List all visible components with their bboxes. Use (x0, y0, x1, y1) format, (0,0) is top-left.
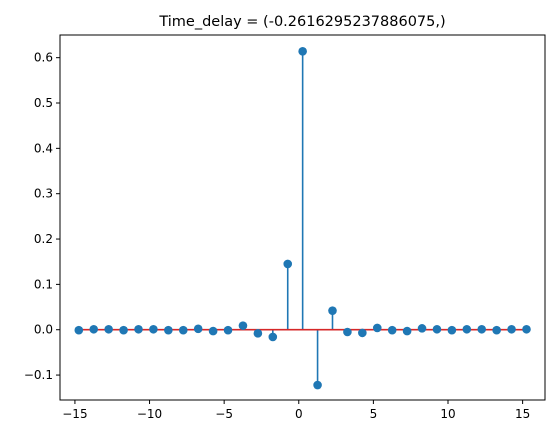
stem-marker (149, 324, 158, 334)
stem-marker (223, 325, 233, 335)
stem-marker (477, 324, 487, 334)
stem-marker (268, 332, 278, 342)
stem-marker (178, 325, 188, 335)
x-tick-label: 5 (370, 407, 378, 421)
chart-title: Time_delay = (-0.2616295237886075,) (158, 14, 445, 30)
stem-marker (253, 329, 263, 338)
stem-marker (507, 324, 516, 334)
y-tick-label: 0.5 (34, 96, 53, 110)
stem-marker (298, 47, 307, 56)
stem-marker (402, 326, 412, 336)
x-tick-label: −15 (62, 407, 87, 421)
x-tick-label: 15 (515, 407, 530, 421)
stem-marker (313, 380, 322, 390)
y-tick-label: 0.2 (34, 232, 53, 246)
x-tick-label: 10 (440, 407, 455, 421)
stem-marker (432, 324, 442, 334)
stem-marker (387, 325, 397, 335)
stem-marker (492, 325, 501, 335)
x-tick-label: 0 (295, 407, 303, 421)
y-tick-label: 0.6 (34, 51, 53, 65)
stem-marker (104, 324, 113, 334)
stem-marker (238, 321, 248, 330)
stem-marker (283, 259, 293, 269)
stem-marker (372, 323, 382, 333)
y-tick-label: 0.4 (34, 141, 53, 155)
y-tick-label: 0.0 (34, 323, 53, 337)
stem-marker (358, 328, 367, 338)
stem-marker (447, 325, 457, 335)
stem-marker (134, 324, 143, 334)
stem-markers (74, 47, 531, 390)
stem-marker (462, 324, 472, 334)
stem-marker (74, 325, 84, 335)
x-tick-label: −5 (215, 407, 233, 421)
stem-marker (328, 306, 337, 315)
x-tick-label: −10 (137, 407, 162, 421)
stem-marker (164, 325, 173, 335)
stem-marker (119, 325, 128, 335)
axes-frame (59, 34, 546, 401)
stem-marker (343, 327, 352, 337)
y-tick-label: 0.3 (34, 187, 53, 201)
y-tick-label: −0.1 (24, 368, 53, 382)
y-tick-label: 0.1 (34, 277, 53, 291)
stem-marker (89, 324, 99, 334)
axes: −15 −10 −5 0 5 10 15 −0.1 0.0 0.1 0.2 0.3 0.4 0.5 0.6 (24, 34, 546, 421)
stem-marker (208, 326, 218, 336)
stem-marker (417, 324, 427, 333)
stem-marker (522, 324, 531, 334)
stem-marker (193, 324, 203, 334)
